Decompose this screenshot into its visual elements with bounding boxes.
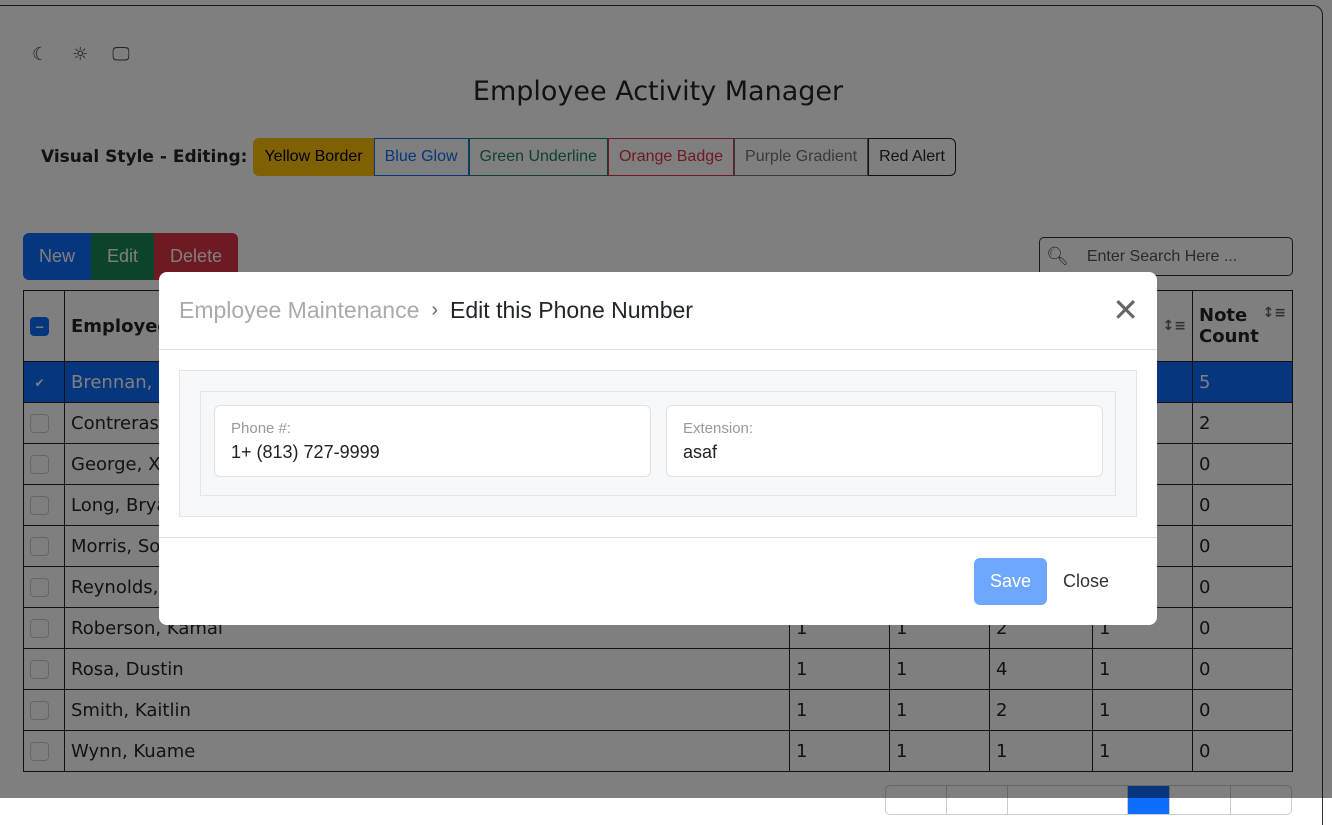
extension-field[interactable]: Extension: asaf	[666, 405, 1103, 477]
breadcrumb-separator: ›	[431, 299, 439, 321]
save-button[interactable]: Save	[974, 558, 1047, 605]
modal-body: Phone #: 1+ (813) 727-9999 Extension: as…	[179, 370, 1137, 517]
close-button[interactable]: Close	[1063, 571, 1110, 591]
phone-input[interactable]: 1+ (813) 727-9999	[231, 442, 380, 462]
extension-input[interactable]: asaf	[683, 442, 718, 462]
breadcrumb-parent[interactable]: Employee Maintenance	[179, 297, 420, 323]
close-icon[interactable]: ✕	[1112, 292, 1139, 328]
modal-footer-divider	[159, 537, 1157, 538]
phone-field[interactable]: Phone #: 1+ (813) 727-9999	[214, 405, 651, 477]
edit-phone-modal: Employee Maintenance › Edit this Phone N…	[159, 272, 1157, 625]
modal-header: Employee Maintenance › Edit this Phone N…	[159, 272, 1157, 350]
modal-title: Edit this Phone Number	[450, 297, 693, 323]
